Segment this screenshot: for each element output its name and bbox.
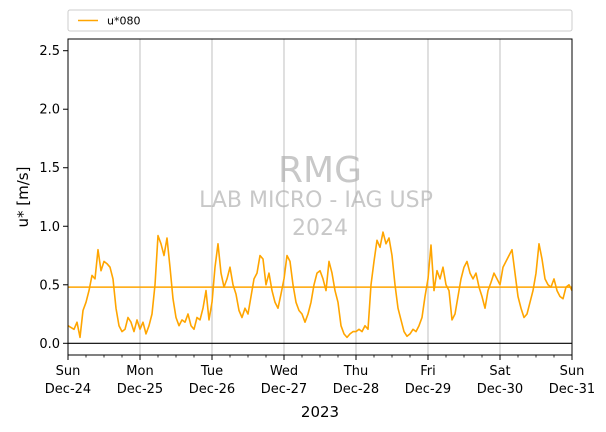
x-tick-label-date: Dec-29 (405, 382, 451, 397)
watermark-line2: LAB MICRO - IAG USP (199, 188, 433, 213)
x-tick-label-date: Dec-28 (333, 382, 379, 397)
reference-lines (68, 286, 572, 344)
watermark-line3: 2024 (292, 216, 348, 241)
x-tick-label-day: Tue (200, 364, 223, 379)
x-tick-label-date: Dec-26 (189, 382, 235, 397)
x-tick-label-date: Dec-25 (117, 382, 163, 397)
y-tick-label: 1.5 (39, 161, 60, 176)
y-tick-label: 0.0 (39, 337, 60, 352)
series-line-u080 (67, 231, 573, 339)
x-axis-title: 2023 (301, 403, 339, 421)
y-tick-label: 1.0 (39, 220, 60, 235)
legend: u*080 (67, 9, 573, 32)
x-tick-label-day: Mon (126, 364, 153, 379)
y-tick-label: 2.5 (39, 44, 60, 59)
x-tick-label-day: Fri (420, 364, 436, 379)
x-tick-label-date: Dec-31 (549, 382, 595, 397)
x-tick-label-day: Sun (56, 364, 81, 379)
y-axis-ticks: 0.0 0.5 1.0 1.5 2.0 2.5 (39, 44, 68, 352)
y-tick-label: 0.5 (39, 278, 60, 293)
watermark-line1: RMG (278, 150, 362, 191)
series-layer (67, 231, 573, 339)
x-axis-ticks: Sun Dec-24 Mon Dec-25 Tue Dec-26 Wed Dec-27 Thu D… (45, 355, 595, 397)
vertical-grid (139, 39, 501, 355)
x-tick-label-date: Dec-27 (261, 382, 307, 397)
x-tick-label-day: Thu (343, 364, 368, 379)
x-tick-label-date: Dec-24 (45, 382, 91, 397)
x-tick-label-day: Wed (270, 364, 298, 379)
watermark: RMG LAB MICRO - IAG USP 2024 (199, 150, 433, 241)
x-tick-label-day: Sun (560, 364, 585, 379)
legend-frame (67, 9, 573, 32)
x-tick-label-date: Dec-30 (477, 382, 523, 397)
x-tick-label-day: Sat (489, 364, 510, 379)
y-tick-label: 2.0 (39, 103, 60, 118)
legend-label-u080: u*080 (107, 15, 140, 28)
y-axis-title: u* [m/s] (14, 167, 32, 228)
